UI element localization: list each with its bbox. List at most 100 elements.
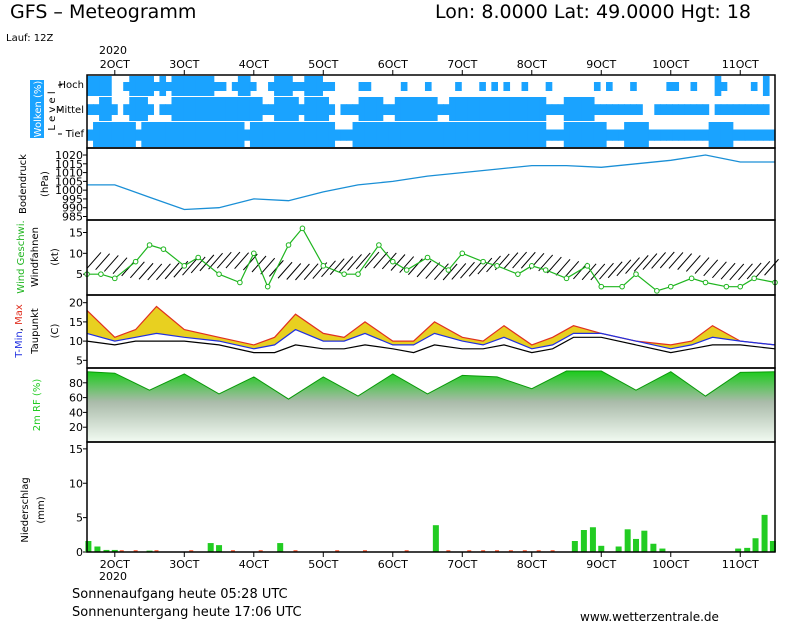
- cloud-cell: [322, 122, 330, 147]
- cloud-cell: [201, 76, 209, 96]
- cloud-cell: [183, 122, 191, 147]
- cloud-cell: [286, 122, 293, 147]
- cloud-cell: [328, 104, 336, 115]
- wind-speed-line: [87, 227, 776, 292]
- cloud-cell: [141, 76, 148, 96]
- humidity-line: [86, 370, 776, 400]
- wind-barb: [251, 255, 267, 273]
- wind-barb: [95, 253, 111, 270]
- wind-speed-point: [619, 283, 625, 290]
- cloud-cell: [346, 129, 354, 141]
- cloud-cell: [225, 97, 233, 121]
- cloud-cell: [606, 104, 613, 115]
- wind-unit-label: (kt): [50, 248, 61, 266]
- wind-barb: [295, 263, 310, 281]
- wind-barb: [399, 256, 415, 273]
- cloud-cell: [424, 97, 432, 121]
- wind-barb: [651, 252, 666, 269]
- cloud-cell: [388, 104, 396, 115]
- tmin-max-separator: ,: [14, 325, 25, 331]
- cloud-cell: [738, 129, 746, 141]
- cloud-cell: [171, 122, 179, 147]
- cloud-cell: [606, 82, 613, 91]
- precip-unit-label: (mm): [36, 496, 47, 523]
- wind-speed-point: [285, 242, 292, 248]
- cloud-cell: [117, 122, 124, 147]
- date-label-bottom: 2OCT: [100, 558, 130, 571]
- cloud-cell: [406, 122, 414, 147]
- cloud-cell: [105, 122, 112, 147]
- cloud-cell: [183, 97, 191, 121]
- cloud-level-label: Tief: [65, 129, 85, 140]
- cloud-cell: [618, 104, 625, 115]
- cloud-cell: [93, 104, 100, 115]
- wind-tick-label: 15: [69, 227, 83, 240]
- precip-bar: [769, 541, 776, 552]
- t-max-line: [86, 305, 776, 346]
- cloud-cell: [527, 97, 535, 121]
- wind-barb: [685, 255, 701, 272]
- cloud-cell: [370, 122, 378, 147]
- cloud-cell: [322, 82, 330, 91]
- wind-speed-point: [667, 283, 674, 290]
- cloud-cell: [593, 82, 601, 91]
- cloud-cell: [485, 97, 492, 121]
- location-info: Lon: 8.0000 Lat: 49.0000 Hgt: 18: [435, 1, 752, 23]
- cloud-cell: [171, 97, 179, 121]
- cloud-cell: [171, 76, 179, 96]
- cloud-cell: [280, 97, 287, 121]
- cloud-cell: [195, 76, 203, 96]
- sunrise-time: Sonnenaufgang heute 05:28 UTC: [72, 587, 288, 602]
- cloud-cell: [262, 104, 269, 115]
- wind-barb: [546, 256, 562, 274]
- cloud-cell: [672, 82, 680, 91]
- cloud-cell: [316, 76, 323, 96]
- cloud-cell: [412, 122, 420, 147]
- cloud-cell: [111, 122, 118, 147]
- date-label-bottom: 8OCT: [517, 558, 547, 571]
- cloud-cell: [443, 122, 450, 147]
- date-label-top: 10OCT: [652, 58, 689, 71]
- cloud-cell: [461, 122, 468, 147]
- website-link[interactable]: www.wetterzentrale.de: [580, 610, 719, 624]
- cloud-cell: [310, 122, 317, 147]
- cloud-cell: [328, 122, 336, 147]
- dewpoint-line: [86, 336, 776, 354]
- cloud-cell: [473, 97, 480, 121]
- cloud-level-label: Hoch: [59, 80, 84, 91]
- cloud-cell: [503, 122, 511, 147]
- wind-speed-point: [299, 225, 306, 232]
- pressure-tick-label: 1005: [55, 175, 83, 188]
- cloud-cell: [437, 104, 444, 115]
- cloud-cell: [280, 76, 287, 96]
- cloud-cell: [213, 82, 221, 91]
- wind-barb: [216, 251, 232, 269]
- tmin-label: T-Min: [14, 331, 25, 359]
- precip-bar: [633, 538, 640, 552]
- wind-speed-point: [264, 283, 271, 290]
- cloud-cell: [690, 129, 698, 141]
- wind-barb: [451, 263, 467, 280]
- cloud-cell: [340, 104, 348, 115]
- precip-bar: [111, 549, 118, 552]
- wind-speed-point: [424, 254, 431, 261]
- cloud-cell: [599, 104, 607, 115]
- pressure-tick-label: 1000: [55, 184, 83, 197]
- cloud-cell: [298, 82, 305, 91]
- cloud-cell: [286, 97, 293, 121]
- wind-speed-point: [480, 258, 486, 265]
- wind-speed-point: [250, 250, 257, 257]
- wind-barb: [616, 259, 632, 277]
- cloud-cell: [195, 97, 203, 121]
- wind-barb: [642, 253, 658, 270]
- cloud-cell: [418, 122, 426, 147]
- wind-barb: [434, 263, 449, 281]
- cloud-cell: [159, 122, 167, 147]
- cloud-cell: [485, 122, 492, 147]
- meteogram-title: GFS – Meteogramm: [10, 1, 197, 23]
- wind-barb: [677, 253, 693, 270]
- wind-barb: [138, 262, 154, 280]
- cloud-cell: [581, 97, 589, 121]
- cloud-cell: [141, 97, 148, 121]
